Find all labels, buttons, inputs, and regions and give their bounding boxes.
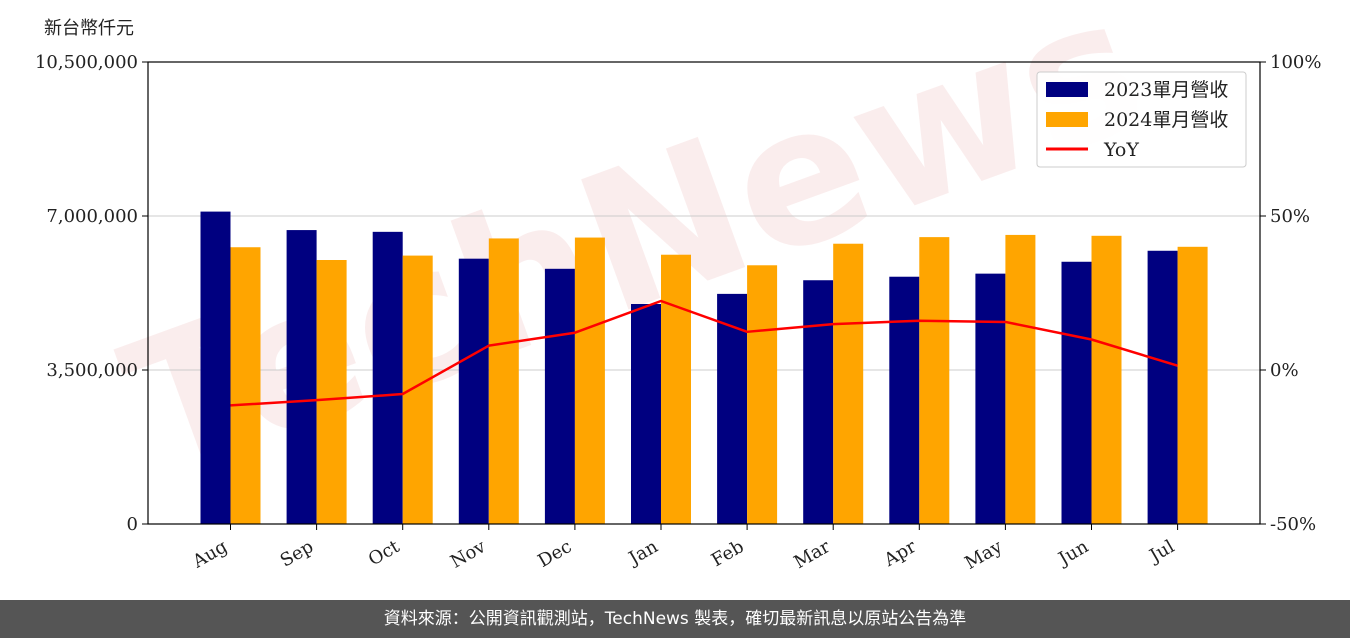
legend-label: YoY [1103,139,1139,161]
bar-2024 [316,260,347,524]
left-y-tick-label: 3,500,000 [46,360,138,381]
x-tick-label: May [961,536,1006,574]
bar-2024 [661,254,691,524]
bar-2024 [919,237,950,524]
bar-2024 [1177,246,1208,525]
bar-2023 [975,273,1006,524]
y-axis-unit-label: 新台幣仟元 [44,18,134,39]
bar-2023 [286,230,317,524]
legend-box [1036,71,1247,168]
bar-2023 [631,304,661,524]
bar-2023 [803,280,834,524]
bar-2024 [747,265,778,524]
bar-2024 [488,238,519,524]
right-y-tick-label: -50% [1270,514,1316,535]
left-y-axis: 0 3,500,000 7,000,000 10,500,000 [35,52,148,535]
legend: 2023單月營收 2024單月營收 YoY [1036,71,1247,168]
right-y-tick-label: 50% [1270,206,1310,227]
legend-label: 2023單月營收 [1104,79,1228,101]
yoy-line-series [230,299,1178,407]
x-tick-label: Nov [447,536,490,573]
bar-2023 [1061,261,1092,524]
x-tick-label: Jun [1053,536,1092,571]
plot-frame [147,61,1261,525]
bar-2023 [372,231,403,524]
legend-label: 2024單月營收 [1104,109,1228,131]
bar-2024 [833,243,864,524]
x-tick-label: Sep [277,536,317,571]
bar-2023 [1147,250,1178,524]
bar-2023 [458,258,489,524]
bar-2024 [1005,234,1036,525]
left-y-tick-label: 7,000,000 [46,206,138,227]
bar-2023 [889,276,920,524]
x-tick-label: Jan [624,536,662,570]
bar-2024 [230,247,261,525]
right-y-tick-label: 0% [1270,360,1299,381]
source-footer: 資料來源：公開資訊觀測站，TechNews 製表，確切最新訊息以原站公告為準 [0,600,1350,638]
x-tick-label: Oct [365,536,404,571]
x-tick-label: Mar [790,536,834,573]
x-tick-label: Dec [534,536,575,572]
bar-2024 [574,237,605,524]
bar-2023 [544,268,575,524]
right-y-axis: -50% 0% 50% 100% [1260,52,1321,535]
left-y-tick-label: 0 [127,514,138,535]
bar-2023 [717,293,748,524]
yoy-line [230,299,1178,407]
bar-2023 [200,211,231,524]
left-y-tick-label: 10,500,000 [35,52,138,73]
legend-swatch [1046,112,1088,127]
x-axis: Aug Sep Oct Nov Dec Jan Feb Mar Apr May Jun Jul [188,524,1178,574]
bar-2024 [1091,235,1122,525]
x-tick-label: Aug [188,536,231,573]
x-tick-label: Apr [880,536,920,571]
bar-2024 [402,255,433,524]
x-tick-label: Feb [708,536,748,571]
x-tick-label: Jul [1145,536,1179,568]
legend-swatch [1046,82,1088,97]
right-y-tick-label: 100% [1270,52,1321,73]
bar-series [200,211,1208,525]
